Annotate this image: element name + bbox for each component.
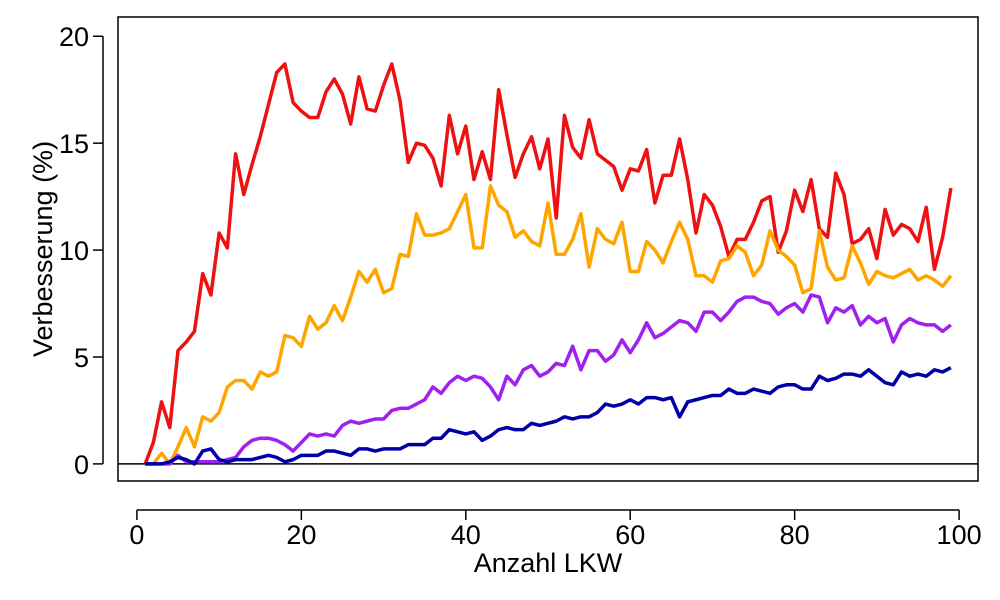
plot-box	[117, 16, 979, 482]
data-line	[143, 62, 953, 465]
x-tick-label: 40	[451, 520, 481, 550]
y-tick-label: 15	[59, 129, 89, 159]
x-axis-title: Anzahl LKW	[474, 548, 623, 578]
y-axis-title: Verbesserung (%)	[28, 141, 58, 357]
x-tick-label: 60	[615, 520, 645, 550]
y-tick-label: 5	[74, 343, 89, 373]
data-line	[145, 293, 952, 466]
y-tick-label: 0	[74, 450, 89, 480]
x-tick-label: 20	[286, 520, 316, 550]
data-line	[145, 366, 952, 466]
y-tick-label: 10	[59, 236, 89, 266]
x-tick-label: 100	[937, 520, 982, 550]
x-tick-label: 80	[780, 520, 810, 550]
data-line	[145, 184, 953, 466]
x-tick-label: 0	[129, 520, 144, 550]
y-tick-label: 20	[59, 22, 89, 52]
